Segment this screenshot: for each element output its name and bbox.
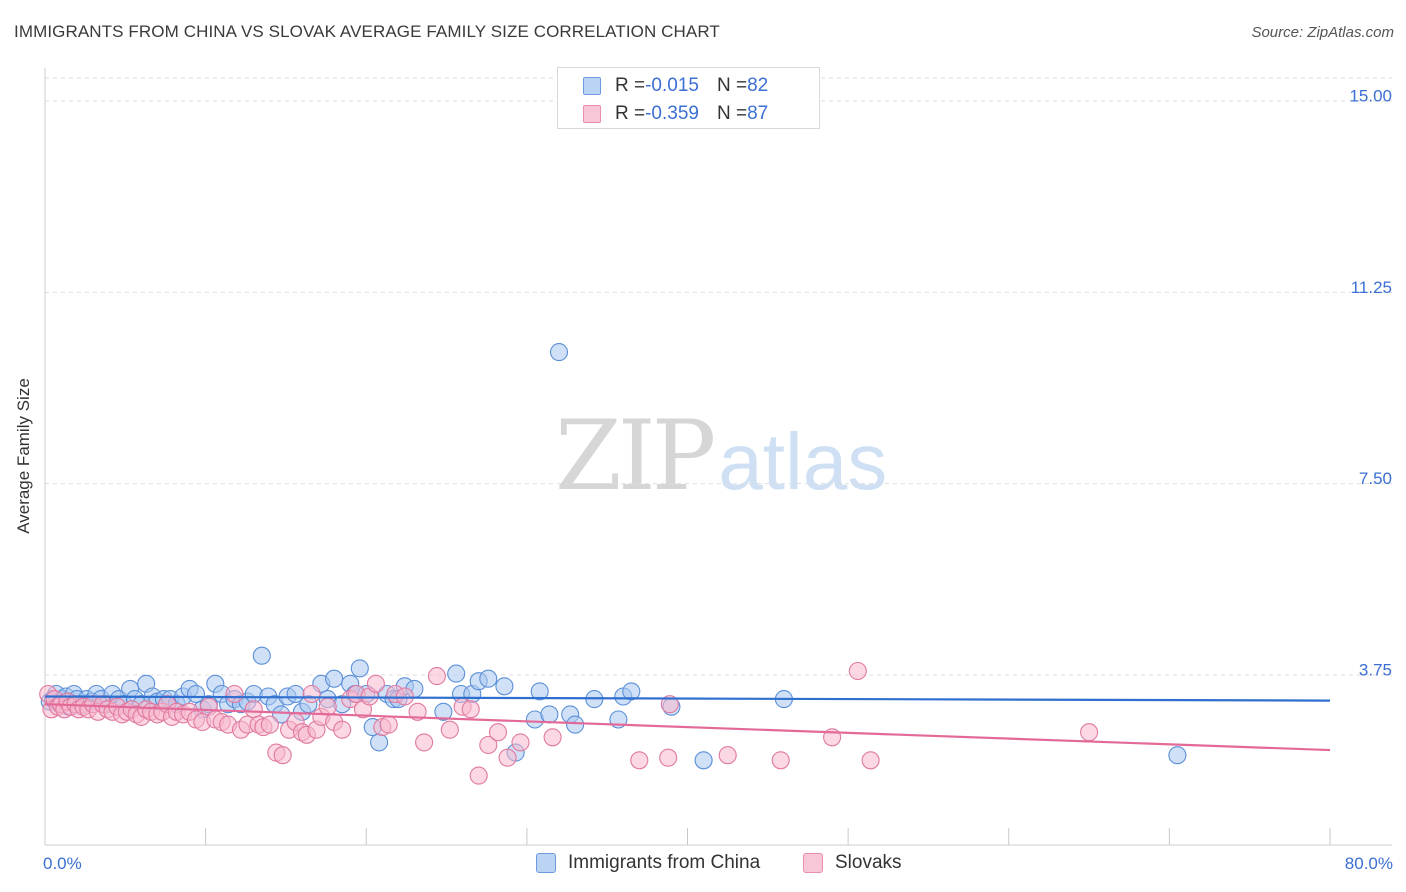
data-point-slovaks-78	[630, 751, 649, 770]
x-tick-label-min: 0.0%	[43, 854, 82, 873]
legend-n-label: N =	[716, 75, 748, 96]
y-tick-label-0: 15.00	[1349, 86, 1392, 105]
legend-swatch-china	[583, 77, 601, 95]
data-point-slovaks-82	[771, 751, 790, 770]
trend-line-slovaks	[44, 703, 1331, 752]
data-point-china-71	[530, 682, 549, 701]
data-point-slovaks-63	[379, 715, 398, 734]
data-point-slovaks-77	[543, 728, 562, 747]
trend-line-china	[44, 695, 1331, 702]
data-point-china-62	[434, 702, 453, 721]
data-point-china-49	[325, 669, 344, 688]
y-tick-label-1: 11.25	[1351, 278, 1392, 297]
data-point-china-56	[370, 733, 389, 752]
data-point-china-53	[350, 659, 369, 678]
legend-row-slovaks: R = -0.359 N = 87	[583, 102, 768, 126]
x-tick-label-max: 80.0%	[1345, 854, 1393, 873]
legend-n-label: N =	[716, 103, 748, 124]
legend-item-slovaks[interactable]: Slovaks	[803, 852, 902, 874]
data-point-slovaks-56	[333, 720, 352, 739]
legend-r-label: R =	[615, 103, 646, 124]
data-point-china-29	[186, 684, 206, 704]
data-point-slovaks-71	[461, 700, 480, 719]
legend-n-value-slovaks: 87	[747, 103, 769, 124]
legend-swatch-slovaks	[583, 105, 601, 123]
data-point-slovaks-84	[848, 661, 867, 681]
data-point-china-79	[622, 682, 641, 701]
watermark-zip: ZIP	[555, 400, 716, 512]
data-point-slovaks-38	[225, 684, 244, 704]
data-point-slovaks-44	[260, 715, 279, 734]
data-point-slovaks-68	[427, 667, 446, 686]
watermark-atlas: atlas	[718, 417, 888, 506]
data-point-slovaks-69	[440, 720, 459, 739]
chart-title: IMMIGRANTS FROM CHINA VS SLOVAK AVERAGE …	[14, 22, 720, 41]
data-point-slovaks-67	[415, 733, 434, 752]
data-point-china-63	[447, 664, 466, 683]
data-point-slovaks-74	[488, 723, 508, 742]
data-point-slovaks-79	[659, 748, 678, 767]
data-point-slovaks-86	[1080, 723, 1099, 742]
data-point-china-39	[252, 646, 271, 665]
data-point-slovaks-41	[244, 700, 263, 719]
data-point-slovaks-66	[408, 702, 427, 721]
data-point-slovaks-75	[498, 748, 517, 767]
data-point-china-68	[495, 677, 514, 696]
legend-label-china: Immigrants from China	[568, 852, 761, 873]
data-point-slovaks-61	[366, 674, 385, 693]
data-point-china-67	[479, 669, 498, 688]
data-point-slovaks-65	[395, 687, 414, 706]
legend-n-value-china: 82	[747, 75, 769, 96]
legend-r-label: R =	[615, 75, 646, 96]
legend-row-china: R = -0.015 N = 82	[583, 74, 768, 98]
legend-r-value-china: -0.015	[645, 75, 699, 96]
data-point-slovaks-72	[469, 766, 488, 785]
data-point-slovaks-76	[511, 733, 530, 752]
y-tick-label-3: 3.75	[1359, 660, 1392, 679]
data-point-slovaks-85	[861, 751, 880, 770]
data-point-slovaks-80	[660, 695, 679, 714]
data-point-china-73	[549, 343, 569, 362]
data-point-slovaks-81	[718, 746, 737, 765]
legend-swatch-slovaks-bottom	[803, 853, 823, 873]
legend-item-china[interactable]: Immigrants from China	[536, 852, 760, 874]
data-point-slovaks-73	[479, 735, 498, 755]
chart-source: Source: ZipAtlas.com	[1251, 24, 1394, 41]
watermark: ZIPatlas	[555, 400, 887, 512]
data-point-china-75	[566, 715, 585, 734]
correlation-legend: R = -0.015 N = 82 R = -0.359 N = 87	[557, 67, 820, 129]
legend-swatch-china-bottom	[536, 853, 556, 873]
data-point-china-42	[272, 705, 291, 724]
legend-r-value-slovaks: -0.359	[645, 103, 699, 124]
data-point-slovaks-51	[302, 684, 321, 704]
data-point-china-72	[540, 705, 559, 724]
data-point-slovaks-46	[273, 746, 292, 765]
data-point-china-81	[694, 751, 713, 770]
data-point-china-83	[1168, 746, 1187, 765]
legend-label-slovaks: Slovaks	[835, 852, 902, 873]
data-point-slovaks-54	[318, 697, 337, 716]
y-tick-label-2: 7.50	[1359, 469, 1392, 488]
